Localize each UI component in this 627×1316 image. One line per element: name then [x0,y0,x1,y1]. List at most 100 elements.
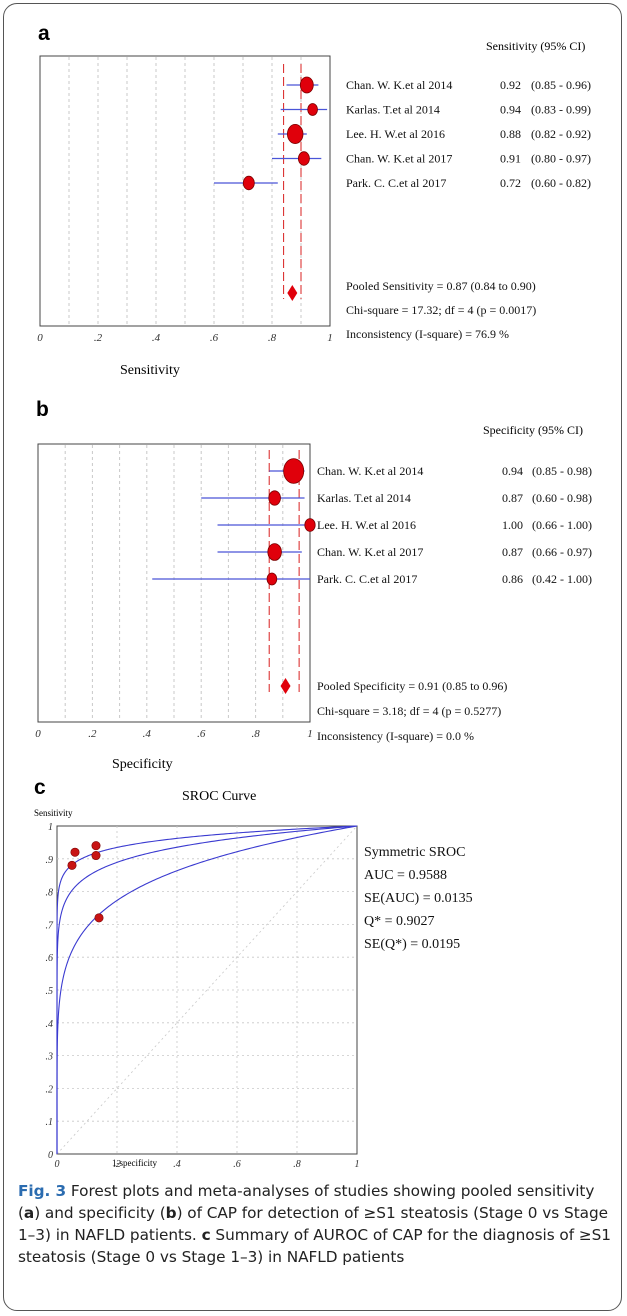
sroc-legend-line: SE(AUC) = 0.0135 [364,891,473,906]
study-name: Park. C. C.et al 2017 [317,572,417,586]
x-tick-label: .8 [251,728,260,740]
panel-label-c: c [34,776,46,799]
x-tick-label: .8 [293,1159,301,1170]
x-axis-label-c: 1-specificity [112,1158,157,1168]
study-name: Lee. H. W.et al 2016 [317,518,416,532]
study-name: Park. C. C.et al 2017 [346,176,446,190]
study-ci-label: (0.82 - 0.92) [531,127,591,141]
sroc-legend-line: Symmetric SROC [364,845,466,860]
panel-label-b: b [36,398,49,421]
x-tick-label: 1 [327,332,333,344]
x-tick-label: .4 [152,332,161,344]
x-tick-label: .8 [268,332,277,344]
sroc-legend-line: AUC = 0.9588 [364,868,447,883]
x-tick-label: 0 [37,332,43,344]
panel-label-a: a [38,22,50,45]
study-name: Lee. H. W.et al 2016 [346,127,445,141]
sroc-legend-line: Q* = 0.9027 [364,914,435,929]
figure-svg: a Sensitivity (95% CI) 0 .2 .4 .6 .8 1 Chan. … [34,22,592,1170]
study-ci-label: (0.60 - 0.98) [532,491,592,505]
sroc-ci-upper-curve [56,825,358,1154]
study-point [67,860,77,870]
study-point-estimate [299,76,314,94]
study-estimate-label: 0.72 [500,176,521,190]
pooled-diamond [280,678,291,694]
study-ci-label: (0.83 - 0.99) [531,103,591,117]
caption-text-3: ) of CAP for detection of ≥S1 steatosis … [18,1204,608,1244]
study-name: Chan. W. K.et al 2014 [317,464,423,478]
sroc-plot: c SROC Curve Sensitivity 0 .1 .2 .3 .4 .5 .6 .7… [34,776,473,1170]
y-tick-label: .1 [46,1117,54,1128]
figure-card: a Sensitivity (95% CI) 0 .2 .4 .6 .8 1 Chan. … [3,3,622,1311]
x-tick-label: .2 [113,1159,121,1170]
study-name: Chan. W. K.et al 2017 [346,152,452,166]
study-point-estimate [283,458,305,484]
sroc-title: SROC Curve [182,789,256,804]
study-name: Karlas. T.et al 2014 [346,103,440,117]
y-tick-label: .5 [46,986,54,997]
study-estimate-label: 0.94 [502,464,523,478]
x-tick-label: .4 [143,728,152,740]
caption-bold-c: c [201,1226,211,1244]
column-header-b: Specificity (95% CI) [483,423,583,437]
x-axis-label-b: Specificity [112,757,173,772]
study-estimate-label: 0.87 [502,545,523,559]
x-tick-label: .6 [210,332,219,344]
study-point-estimate [268,490,281,506]
x-tick-label: .2 [88,728,97,740]
study-estimate-label: 0.94 [500,103,521,117]
sroc-curve [56,825,358,1154]
study-estimate-label: 0.91 [500,152,521,166]
study-estimate-label: 0.87 [502,491,523,505]
study-ci-label: (0.66 - 0.97) [532,545,592,559]
study-ci-label: (0.80 - 0.97) [531,152,591,166]
caption-bold-a: a [23,1204,35,1222]
study-name: Chan. W. K.et al 2014 [346,78,452,92]
y-tick-label: 1 [48,822,53,833]
x-tick-label: .4 [173,1159,181,1170]
x-tick-label: 1 [307,728,313,740]
figure-caption: Fig. 3 Forest plots and meta-analyses of… [18,1180,616,1268]
caption-fig-label: Fig. 3 [18,1182,67,1200]
y-axis-label-c: Sensitivity [34,808,73,818]
pooled-diamond [287,285,298,301]
study-ci-label: (0.42 - 1.00) [532,572,592,586]
study-name: Chan. W. K.et al 2017 [317,545,423,559]
y-tick-label: .6 [46,953,54,964]
study-point-estimate [307,103,318,116]
x-tick-label: .6 [197,728,206,740]
y-tick-label: .7 [46,920,55,931]
y-tick-label: .8 [46,888,54,899]
study-point-estimate [267,543,282,561]
study-ci-label: (0.60 - 0.82) [531,176,591,190]
study-ci-label: (0.66 - 1.00) [532,518,592,532]
summary-line: Pooled Sensitivity = 0.87 (0.84 to 0.90) [346,279,536,293]
sroc-ci-lower-curve [56,825,358,1154]
y-tick-label: .4 [46,1019,54,1030]
caption-text-1: Forest plots and meta-analyses of studie… [18,1182,595,1222]
summary-line: Chi-square = 17.32; df = 4 (p = 0.0017) [346,303,536,317]
x-axis-label-a: Sensitivity [120,363,180,378]
forest-plot-specificity: b Specificity (95% CI) 0 .2 .4 .6 .8 1 Chan. … [35,398,592,772]
study-ci-label: (0.85 - 0.96) [531,78,591,92]
y-tick-label: .2 [46,1084,54,1095]
caption-bold-b: b [165,1204,177,1222]
diagonal-line [56,825,358,1155]
summary-line: Inconsistency (I-square) = 0.0 % [317,729,474,743]
study-name: Karlas. T.et al 2014 [317,491,411,505]
study-point-estimate [304,518,316,532]
study-estimate-label: 0.92 [500,78,521,92]
caption-text-2: ) and specificity ( [34,1204,166,1222]
y-tick-label: .3 [46,1052,54,1063]
study-estimate-label: 0.86 [502,572,523,586]
x-tick-label: 1 [355,1159,360,1170]
summary-line: Pooled Specificity = 0.91 (0.85 to 0.96) [317,679,507,693]
study-point [91,841,101,851]
study-point-estimate [287,124,304,145]
x-tick-label: 0 [55,1159,60,1170]
y-tick-label: .9 [46,855,54,866]
x-tick-label: .6 [233,1159,241,1170]
forest-plot-sensitivity: a Sensitivity (95% CI) 0 .2 .4 .6 .8 1 Chan. … [37,22,591,378]
x-tick-label: .2 [94,332,103,344]
study-point [94,913,104,923]
